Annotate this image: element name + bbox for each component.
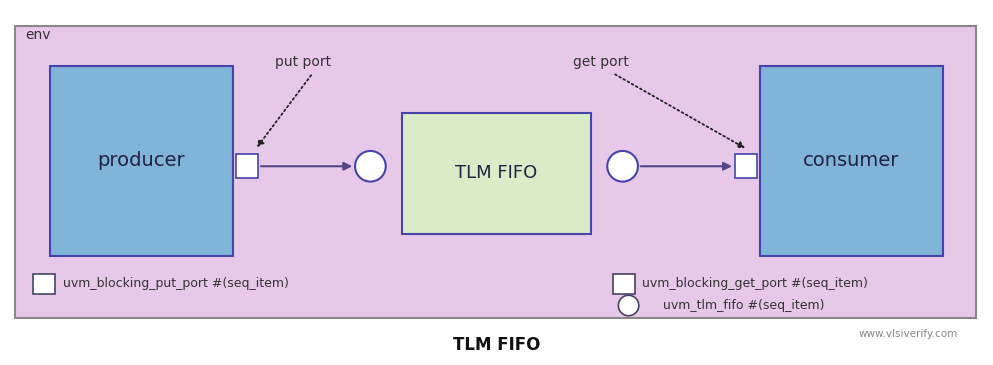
Bar (15, 26, 976, 318)
Bar (236, 154, 258, 178)
Text: consumer: consumer (803, 151, 900, 170)
Text: get port: get port (573, 55, 629, 69)
Text: put port: put port (275, 55, 331, 69)
Text: TLM FIFO: TLM FIFO (453, 336, 540, 354)
Text: uvm_blocking_get_port #(seq_item): uvm_blocking_get_port #(seq_item) (642, 277, 868, 291)
Bar (33, 274, 55, 294)
Ellipse shape (619, 295, 638, 316)
Bar (760, 66, 943, 256)
Text: TLM FIFO: TLM FIFO (456, 164, 537, 182)
Text: www.vlsiverify.com: www.vlsiverify.com (859, 329, 958, 339)
Ellipse shape (355, 151, 385, 182)
Bar (50, 66, 233, 256)
Text: uvm_tlm_fifo #(seq_item): uvm_tlm_fifo #(seq_item) (663, 299, 825, 312)
Text: uvm_blocking_put_port #(seq_item): uvm_blocking_put_port #(seq_item) (63, 277, 288, 291)
Ellipse shape (608, 151, 638, 182)
Bar (613, 274, 635, 294)
Bar (735, 154, 757, 178)
Bar (402, 113, 591, 234)
Text: producer: producer (97, 151, 186, 170)
Text: env: env (25, 28, 51, 42)
